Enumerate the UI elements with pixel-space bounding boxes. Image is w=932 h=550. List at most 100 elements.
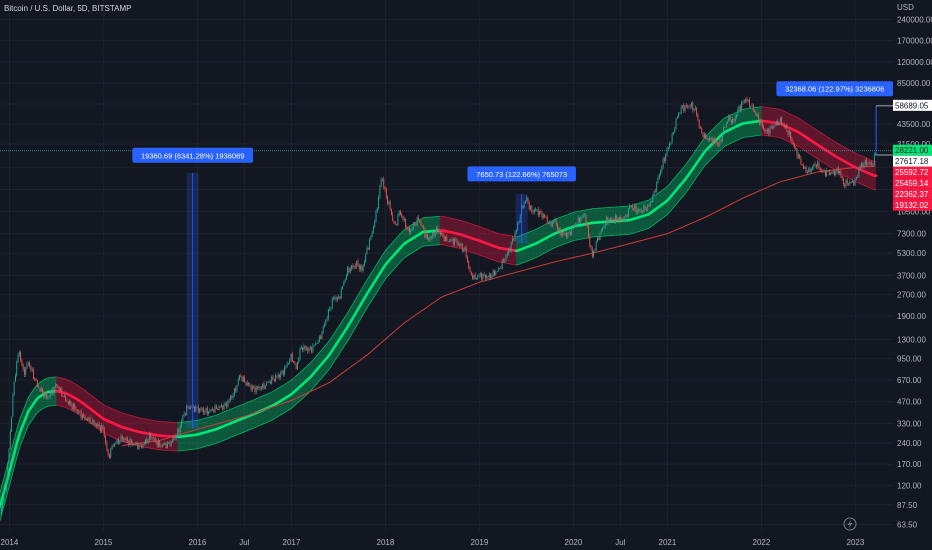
price-series: [0, 96, 877, 517]
band-edge-lower: [417, 247, 421, 250]
candle-body: [74, 404, 76, 409]
candle-body: [308, 348, 310, 352]
band-edge-upper: [445, 216, 449, 219]
candle-body: [430, 236, 432, 238]
candle-body: [160, 445, 162, 447]
candle-body: [146, 439, 148, 443]
band-edge-lower: [515, 264, 519, 266]
candle-body: [56, 385, 58, 387]
candle-body: [200, 408, 202, 410]
candle-body: [763, 126, 765, 129]
band-edge-upper: [332, 330, 336, 336]
band-edge-lower: [61, 406, 65, 408]
band-edge-lower: [552, 247, 556, 250]
y-tick-label: 7300.00: [897, 230, 926, 239]
candle-body: [244, 377, 246, 383]
band-edge-upper: [476, 225, 480, 227]
candle-body: [503, 259, 504, 262]
x-axis[interactable]: 2014 2015 2016 Jul 2017 2018 2019 2020 Jul 2021 20…: [1, 538, 865, 547]
candle-body: [839, 170, 841, 174]
measure-label: 32368.06 (122.97%) 3236806: [785, 85, 884, 94]
chart-title: Bitcoin / U.S. Dollar, 5D, BITSTAMP: [4, 4, 132, 13]
candle-body: [228, 399, 230, 401]
measure-label-box[interactable]: [776, 81, 893, 97]
candle-body: [536, 209, 538, 210]
band-edge-lower: [541, 252, 545, 256]
candle-body: [461, 243, 463, 251]
band-edge-lower: [104, 433, 108, 436]
candle-body: [448, 241, 450, 242]
candle-body: [93, 419, 95, 425]
candle-body: [626, 215, 628, 218]
candle-body: [622, 218, 624, 222]
band-edge-upper: [586, 208, 590, 211]
candle-body: [845, 179, 847, 187]
candle-body: [210, 409, 212, 411]
candle-body: [136, 443, 137, 445]
band-edge-upper: [676, 171, 680, 176]
band-edge-upper: [61, 377, 65, 380]
candle-body: [703, 133, 705, 138]
candle-body: [474, 274, 476, 279]
band-edge-upper: [569, 212, 573, 215]
candle-body: [846, 179, 848, 184]
candle-body: [152, 437, 154, 440]
band-edge-upper: [0, 481, 4, 493]
band-edge-lower: [544, 251, 548, 254]
band-edge-upper: [67, 379, 71, 382]
candle-body: [306, 347, 307, 349]
band-edge-lower: [233, 434, 238, 437]
band-edge-upper: [132, 415, 136, 418]
band-edge-upper: [544, 223, 548, 226]
measure-label-box[interactable]: [467, 166, 576, 182]
measurement-annotations[interactable]: 19360.69 (6341.28%) 1936069 7650.73 (122.…: [132, 81, 893, 429]
band-edge-upper: [366, 275, 370, 281]
y-tick-label: 240.00: [897, 439, 922, 448]
price-tag-box: [893, 199, 932, 211]
settings-icon[interactable]: [843, 517, 857, 531]
candle-body: [168, 442, 170, 444]
candle-body: [658, 174, 660, 178]
band-edge-lower: [360, 313, 365, 319]
candle-body: [479, 273, 481, 276]
candle-body: [186, 406, 188, 415]
band-edge-upper: [797, 117, 802, 120]
band-edge-lower: [16, 447, 21, 458]
candle-body: [553, 220, 555, 223]
measure-label-box[interactable]: [132, 147, 254, 163]
candle-body: [751, 105, 753, 107]
band-edge-upper: [817, 130, 821, 133]
y-axis[interactable]: USD 63.50 87.50 120.00 170.00 240.00 330.00 47…: [897, 3, 932, 529]
candle-body: [524, 200, 526, 204]
band-edge-upper: [668, 181, 672, 186]
candle-body: [719, 139, 721, 146]
candle-body: [125, 438, 127, 441]
candle-body: [554, 219, 556, 221]
candle-body: [5, 482, 7, 491]
band-edge-upper: [462, 220, 466, 223]
candle-body: [803, 165, 804, 169]
candle-body: [688, 106, 690, 108]
candle-body: [810, 168, 812, 173]
band-edge-upper: [535, 227, 539, 230]
band-center-segment: [7, 463, 13, 477]
candle-body: [577, 217, 579, 224]
band-edge-upper: [448, 217, 452, 219]
band-edge-lower: [448, 245, 452, 247]
band-edge-upper: [197, 419, 201, 421]
band-edge-lower: [208, 444, 212, 446]
band-edge-lower: [456, 247, 460, 249]
band-edge-lower: [535, 255, 539, 259]
candle-body: [231, 396, 233, 398]
candle-body: [253, 386, 255, 388]
candle-body: [389, 201, 391, 210]
band-edge-lower: [820, 160, 824, 164]
candle-body: [272, 376, 274, 380]
candle-body: [782, 124, 784, 126]
band-edge-upper: [484, 228, 488, 231]
candle-body: [700, 127, 701, 129]
candle-body: [593, 251, 595, 257]
band-edge-upper: [713, 125, 717, 129]
candle-body: [663, 158, 665, 161]
